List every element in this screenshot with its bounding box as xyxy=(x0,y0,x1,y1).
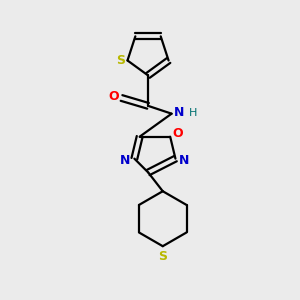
Text: O: O xyxy=(108,89,119,103)
Text: S: S xyxy=(116,54,125,67)
Text: N: N xyxy=(174,106,184,119)
Text: N: N xyxy=(179,154,190,167)
Text: H: H xyxy=(189,108,197,118)
Text: S: S xyxy=(158,250,167,262)
Text: N: N xyxy=(120,154,131,167)
Text: O: O xyxy=(173,127,183,140)
